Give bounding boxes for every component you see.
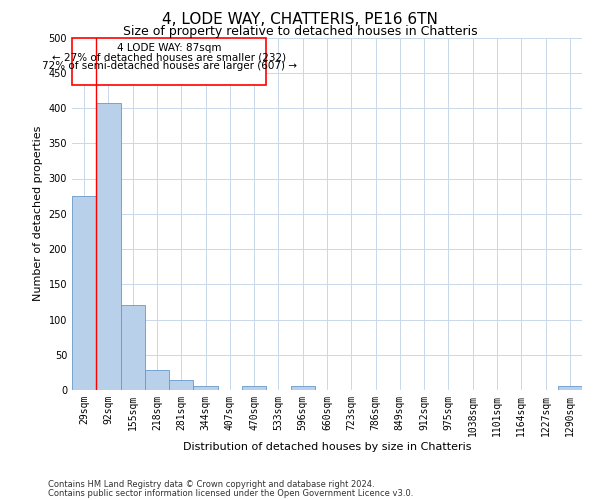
Text: 4, LODE WAY, CHATTERIS, PE16 6TN: 4, LODE WAY, CHATTERIS, PE16 6TN — [162, 12, 438, 28]
Text: ← 27% of detached houses are smaller (232): ← 27% of detached houses are smaller (23… — [52, 52, 286, 62]
Bar — [72, 196, 96, 390]
Text: 4 LODE WAY: 87sqm: 4 LODE WAY: 87sqm — [117, 43, 221, 53]
Y-axis label: Number of detached properties: Number of detached properties — [33, 126, 43, 302]
Bar — [121, 306, 145, 390]
Bar — [169, 380, 193, 390]
Text: Contains public sector information licensed under the Open Government Licence v3: Contains public sector information licen… — [48, 488, 413, 498]
Bar — [193, 386, 218, 390]
Text: 72% of semi-detached houses are larger (607) →: 72% of semi-detached houses are larger (… — [41, 62, 296, 72]
FancyBboxPatch shape — [72, 38, 266, 86]
Bar — [290, 386, 315, 390]
Text: Contains HM Land Registry data © Crown copyright and database right 2024.: Contains HM Land Registry data © Crown c… — [48, 480, 374, 489]
Bar — [96, 103, 121, 390]
Text: Size of property relative to detached houses in Chatteris: Size of property relative to detached ho… — [122, 25, 478, 38]
Bar — [242, 386, 266, 390]
X-axis label: Distribution of detached houses by size in Chatteris: Distribution of detached houses by size … — [183, 442, 471, 452]
Bar — [558, 386, 582, 390]
Bar — [145, 370, 169, 390]
